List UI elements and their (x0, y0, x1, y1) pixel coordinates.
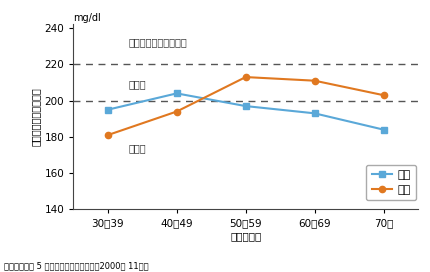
Text: mg/dl: mg/dl (73, 13, 101, 23)
X-axis label: 年齢（才）: 年齢（才） (230, 231, 261, 241)
Legend: 男性, 女性: 男性, 女性 (365, 165, 415, 200)
Text: 高コレステロール血症: 高コレステロール血症 (128, 38, 187, 48)
Text: 境界域: 境界域 (128, 79, 146, 89)
Text: 厄生労働省第 5 次循環器疾患基礎調査（2000年 11月）: 厄生労働省第 5 次循環器疾患基礎調査（2000年 11月） (4, 262, 149, 271)
Y-axis label: 血清総コレステロール: 血清総コレステロール (30, 88, 40, 146)
Text: 適正域: 適正域 (128, 143, 146, 153)
